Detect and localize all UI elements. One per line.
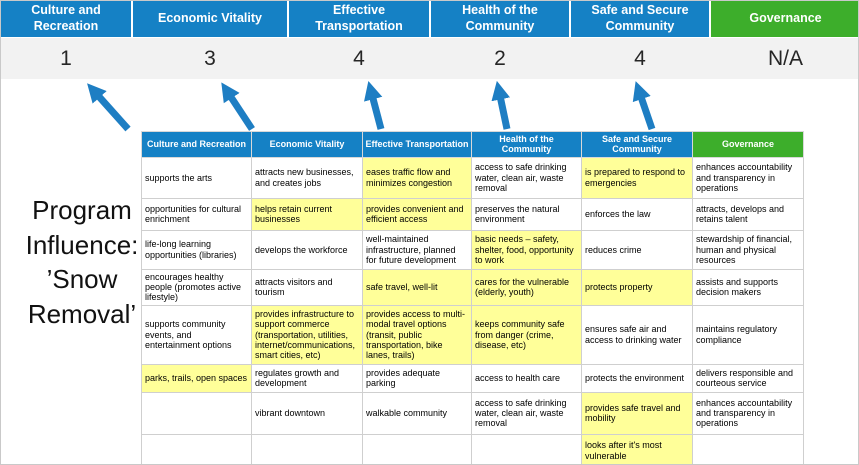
table-header-culture-and-recreation: Culture and Recreation: [141, 131, 252, 158]
table-cell: [141, 433, 252, 464]
category-header-governance: Governance: [711, 1, 858, 37]
table-cell: stewardship of financial, human and phys…: [692, 229, 804, 270]
table-cell: helps retain current businesses: [251, 197, 363, 231]
score-culture-and-recreation: 1: [60, 46, 72, 70]
table-row: supports community events, and entertain…: [141, 304, 804, 365]
table-row: life-long learning opportunities (librar…: [141, 229, 804, 270]
table-cell: ensures safe air and access to drinking …: [581, 304, 693, 365]
table-cell: [471, 433, 582, 464]
table-cell: preserves the natural environment: [471, 197, 582, 231]
table-cell: maintains regulatory compliance: [692, 304, 804, 365]
category-header-health-of-the-community: Health of the Community: [431, 1, 569, 37]
influence-matrix-table: Culture and Recreation Economic Vitality E…: [141, 131, 804, 464]
table-cell: basic needs – safety, shelter, food, opp…: [471, 229, 582, 270]
program-label-line: Influence:: [25, 229, 139, 260]
category-header-culture-and-recreation: Culture and Recreation: [1, 1, 131, 37]
table-cell: reduces crime: [581, 229, 693, 270]
table-header-governance: Governance: [692, 131, 804, 158]
table-cell: provides convenient and efficient access: [362, 197, 472, 231]
table-header-safe-and-secure-community: Safe and Secure Community: [581, 131, 693, 158]
table-cell: attracts new businesses, and creates job…: [251, 156, 363, 199]
table-cell: [141, 391, 252, 435]
score-economic-vitality: 3: [204, 46, 216, 70]
table-cell: [251, 433, 363, 464]
table-cell: supports the arts: [141, 156, 252, 199]
table-cell: protects the environment: [581, 363, 693, 393]
score-health-of-the-community: 2: [494, 46, 506, 70]
table-header-row: Culture and Recreation Economic Vitality E…: [141, 131, 804, 158]
table-header-economic-vitality: Economic Vitality: [251, 131, 363, 158]
table-cell: provides safe travel and mobility: [581, 391, 693, 435]
table-cell: well-maintained infrastructure, planned …: [362, 229, 472, 270]
program-label-line: ’Snow: [46, 264, 118, 295]
table-cell: enhances accountability and transparency…: [692, 391, 804, 435]
category-header-economic-vitality: Economic Vitality: [133, 1, 287, 37]
table-cell: safe travel, well-lit: [362, 268, 472, 306]
influence-arrow: [87, 83, 131, 132]
category-header-effective-transportation: Effective Transportation: [289, 1, 429, 37]
table-row: parks, trails, open spaces regulates grow…: [141, 363, 804, 393]
program-label-line: Removal’: [27, 298, 137, 329]
score-row: 1 3 4 2 4 N/A: [1, 38, 858, 79]
table-cell: parks, trails, open spaces: [141, 363, 252, 393]
table-cell: provides access to multi-modal travel op…: [362, 304, 472, 365]
table-cell: access to safe drinking water, clean air…: [471, 156, 582, 199]
matrix-header: Culture and Recreation Economic Vitality E…: [141, 131, 804, 158]
table-cell: walkable community: [362, 391, 472, 435]
table-cell: opportunities for cultural enrichment: [141, 197, 252, 231]
program-influence-label: Program Influence: ’Snow Removal’: [3, 193, 161, 331]
table-cell: access to safe drinking water, clean air…: [471, 391, 582, 435]
table-cell: delivers responsible and courteous servi…: [692, 363, 804, 393]
table-row: vibrant downtown walkable community access…: [141, 391, 804, 435]
matrix-body: supports the arts attracts new businesses…: [141, 156, 804, 464]
table-cell: eases traffic flow and minimizes congest…: [362, 156, 472, 199]
category-header-row: Culture and Recreation Economic Vitality E…: [1, 1, 858, 37]
table-header-effective-transportation: Effective Transportation: [362, 131, 472, 158]
table-cell: assists and supports decision makers: [692, 268, 804, 306]
table-cell: attracts visitors and tourism: [251, 268, 363, 306]
table-cell: is prepared to respond to emergencies: [581, 156, 693, 199]
table-cell: develops the workforce: [251, 229, 363, 270]
score-safe-and-secure-community: 4: [634, 46, 646, 70]
table-cell: provides adequate parking: [362, 363, 472, 393]
table-header-health-of-the-community: Health of the Community: [471, 131, 582, 158]
table-cell: encourages healthy people (promotes acti…: [141, 268, 252, 306]
influence-arrow: [364, 80, 385, 130]
table-cell: looks after it's most vulnerable: [581, 433, 693, 464]
table-cell: [362, 433, 472, 464]
table-cell: protects property: [581, 268, 693, 306]
table-cell: cares for the vulnerable (elderly, youth…: [471, 268, 582, 306]
table-cell: access to health care: [471, 363, 582, 393]
influence-arrow: [491, 80, 511, 130]
table-cell: supports community events, and entertain…: [141, 304, 252, 365]
table-cell: provides infrastructure to support comme…: [251, 304, 363, 365]
influence-arrow: [221, 82, 255, 131]
table-row: opportunities for cultural enrichment hel…: [141, 197, 804, 231]
table-cell: life-long learning opportunities (librar…: [141, 229, 252, 270]
table-row: supports the arts attracts new businesses…: [141, 156, 804, 199]
score-governance: N/A: [767, 46, 803, 70]
table-cell: enhances accountability and transparency…: [692, 156, 804, 199]
table-cell: vibrant downtown: [251, 391, 363, 435]
program-label-line: Program: [32, 195, 132, 225]
table-cell: regulates growth and development: [251, 363, 363, 393]
influence-arrow: [632, 81, 656, 131]
table-cell: [692, 433, 804, 464]
table-cell: attracts, develops and retains talent: [692, 197, 804, 231]
table-cell: keeps community safe from danger (crime,…: [471, 304, 582, 365]
table-row: encourages healthy people (promotes acti…: [141, 268, 804, 306]
arrows-layer: [87, 80, 656, 132]
table-row: looks after it's most vulnerable: [141, 433, 804, 464]
score-effective-transportation: 4: [353, 46, 365, 70]
category-header-safe-and-secure-community: Safe and Secure Community: [571, 1, 709, 37]
table-cell: enforces the law: [581, 197, 693, 231]
